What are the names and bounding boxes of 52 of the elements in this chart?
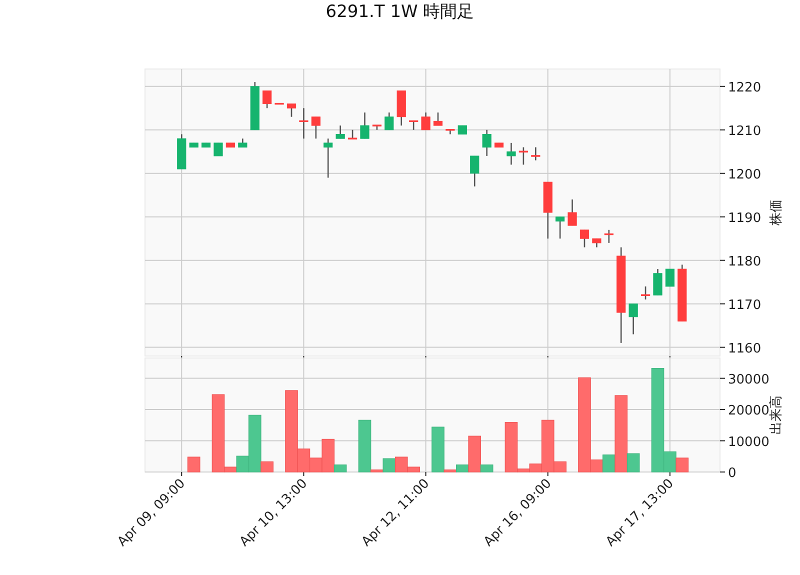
- candlestick: [433, 112, 443, 126]
- candlestick: [518, 146, 528, 166]
- bar: [444, 470, 457, 472]
- candlestick: [262, 90, 272, 109]
- bar: [676, 458, 689, 472]
- candlestick: [556, 216, 565, 240]
- y-tick-label: 10000: [728, 434, 770, 450]
- candlestick: [384, 112, 394, 131]
- bar: [602, 454, 616, 472]
- bar: [334, 464, 347, 472]
- candlestick: [324, 138, 333, 178]
- candlestick: [470, 155, 480, 188]
- chart-title: 6291.T 1W 時間足: [326, 2, 474, 22]
- y-tick-label: 1160: [728, 341, 762, 356]
- candlestick: [506, 142, 516, 166]
- bar: [468, 436, 482, 472]
- candlestick: [299, 107, 308, 140]
- y-tick-label: 1190: [728, 210, 762, 226]
- y-tick-label: 1200: [728, 167, 762, 182]
- candlestick: [640, 286, 650, 300]
- bar: [358, 420, 372, 472]
- candlestick: [286, 103, 296, 118]
- bar: [614, 395, 628, 472]
- candlestick: [336, 124, 345, 140]
- candlestick: [311, 116, 320, 140]
- y-axis-title: 株価: [769, 200, 784, 226]
- y-tick-label: 1180: [728, 254, 762, 270]
- candlestick: [653, 268, 662, 296]
- candlestick: [360, 112, 370, 140]
- bar: [456, 464, 469, 472]
- bar: [260, 461, 274, 472]
- candlestick: [421, 112, 430, 131]
- candlestick: [568, 198, 577, 226]
- y-tick-label: 1170: [728, 298, 762, 313]
- y-tick-label: 1210: [728, 124, 762, 139]
- y-tick-label: 30000: [728, 372, 770, 388]
- candlestick: [531, 146, 540, 161]
- bar: [187, 456, 200, 472]
- candlestick: [214, 142, 223, 157]
- y-tick-label: 0: [728, 466, 736, 481]
- candlestick: [628, 303, 638, 335]
- y-tick-label: 20000: [728, 404, 770, 419]
- bar: [480, 464, 494, 472]
- y-tick-label: 1220: [728, 80, 762, 96]
- bar: [432, 426, 444, 472]
- candlestick: [580, 229, 590, 248]
- candlestick: [665, 268, 674, 288]
- bar: [370, 470, 384, 472]
- bar: [626, 453, 640, 472]
- candlestick: [482, 129, 492, 157]
- y-axis-title: 出来高: [768, 396, 784, 434]
- bar: [382, 458, 396, 472]
